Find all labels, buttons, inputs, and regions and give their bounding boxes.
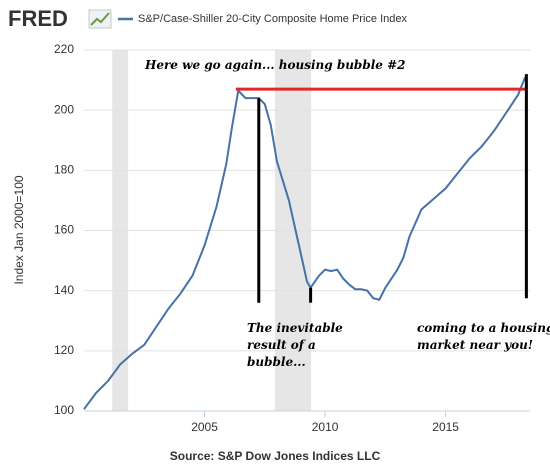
logo-icon [88,9,112,29]
annotation-line-text: result of a [247,338,316,352]
source-note: Source: S&P Dow Jones Indices LLC [170,449,381,463]
x-tick-label: 2010 [312,420,339,434]
x-tick-label: 2015 [432,420,459,434]
y-tick-label: 220 [54,42,74,56]
x-tick-label: 2005 [191,420,218,434]
y-tick-label: 200 [54,102,74,116]
y-axis-label: Index Jan 2000=100 [12,175,26,284]
data-line [83,76,527,410]
y-tick-label: 180 [54,163,74,177]
y-tick-label: 120 [54,343,74,357]
legend-label: S&P/Case-Shiller 20-City Composite Home … [138,13,407,25]
annotation-line-text: market near you! [417,338,533,352]
annotation-line-text: bubble... [247,355,306,369]
annotation: The inevitable result of a bubble... [247,321,343,369]
annotation-line-text: Here we go again... housing bubble #2 [144,58,406,72]
brand-logo: FRED [8,6,68,31]
annotation: Here we go again... housing bubble #2 [144,58,406,72]
y-tick-label: 100 [54,403,74,417]
annotation-line-text: coming to a housing [417,321,550,335]
annotation: coming to a housing market near you! [417,321,550,352]
y-tick-label: 140 [54,283,74,297]
annotation-line-text: The inevitable [247,321,343,335]
y-tick-label: 160 [54,223,74,237]
